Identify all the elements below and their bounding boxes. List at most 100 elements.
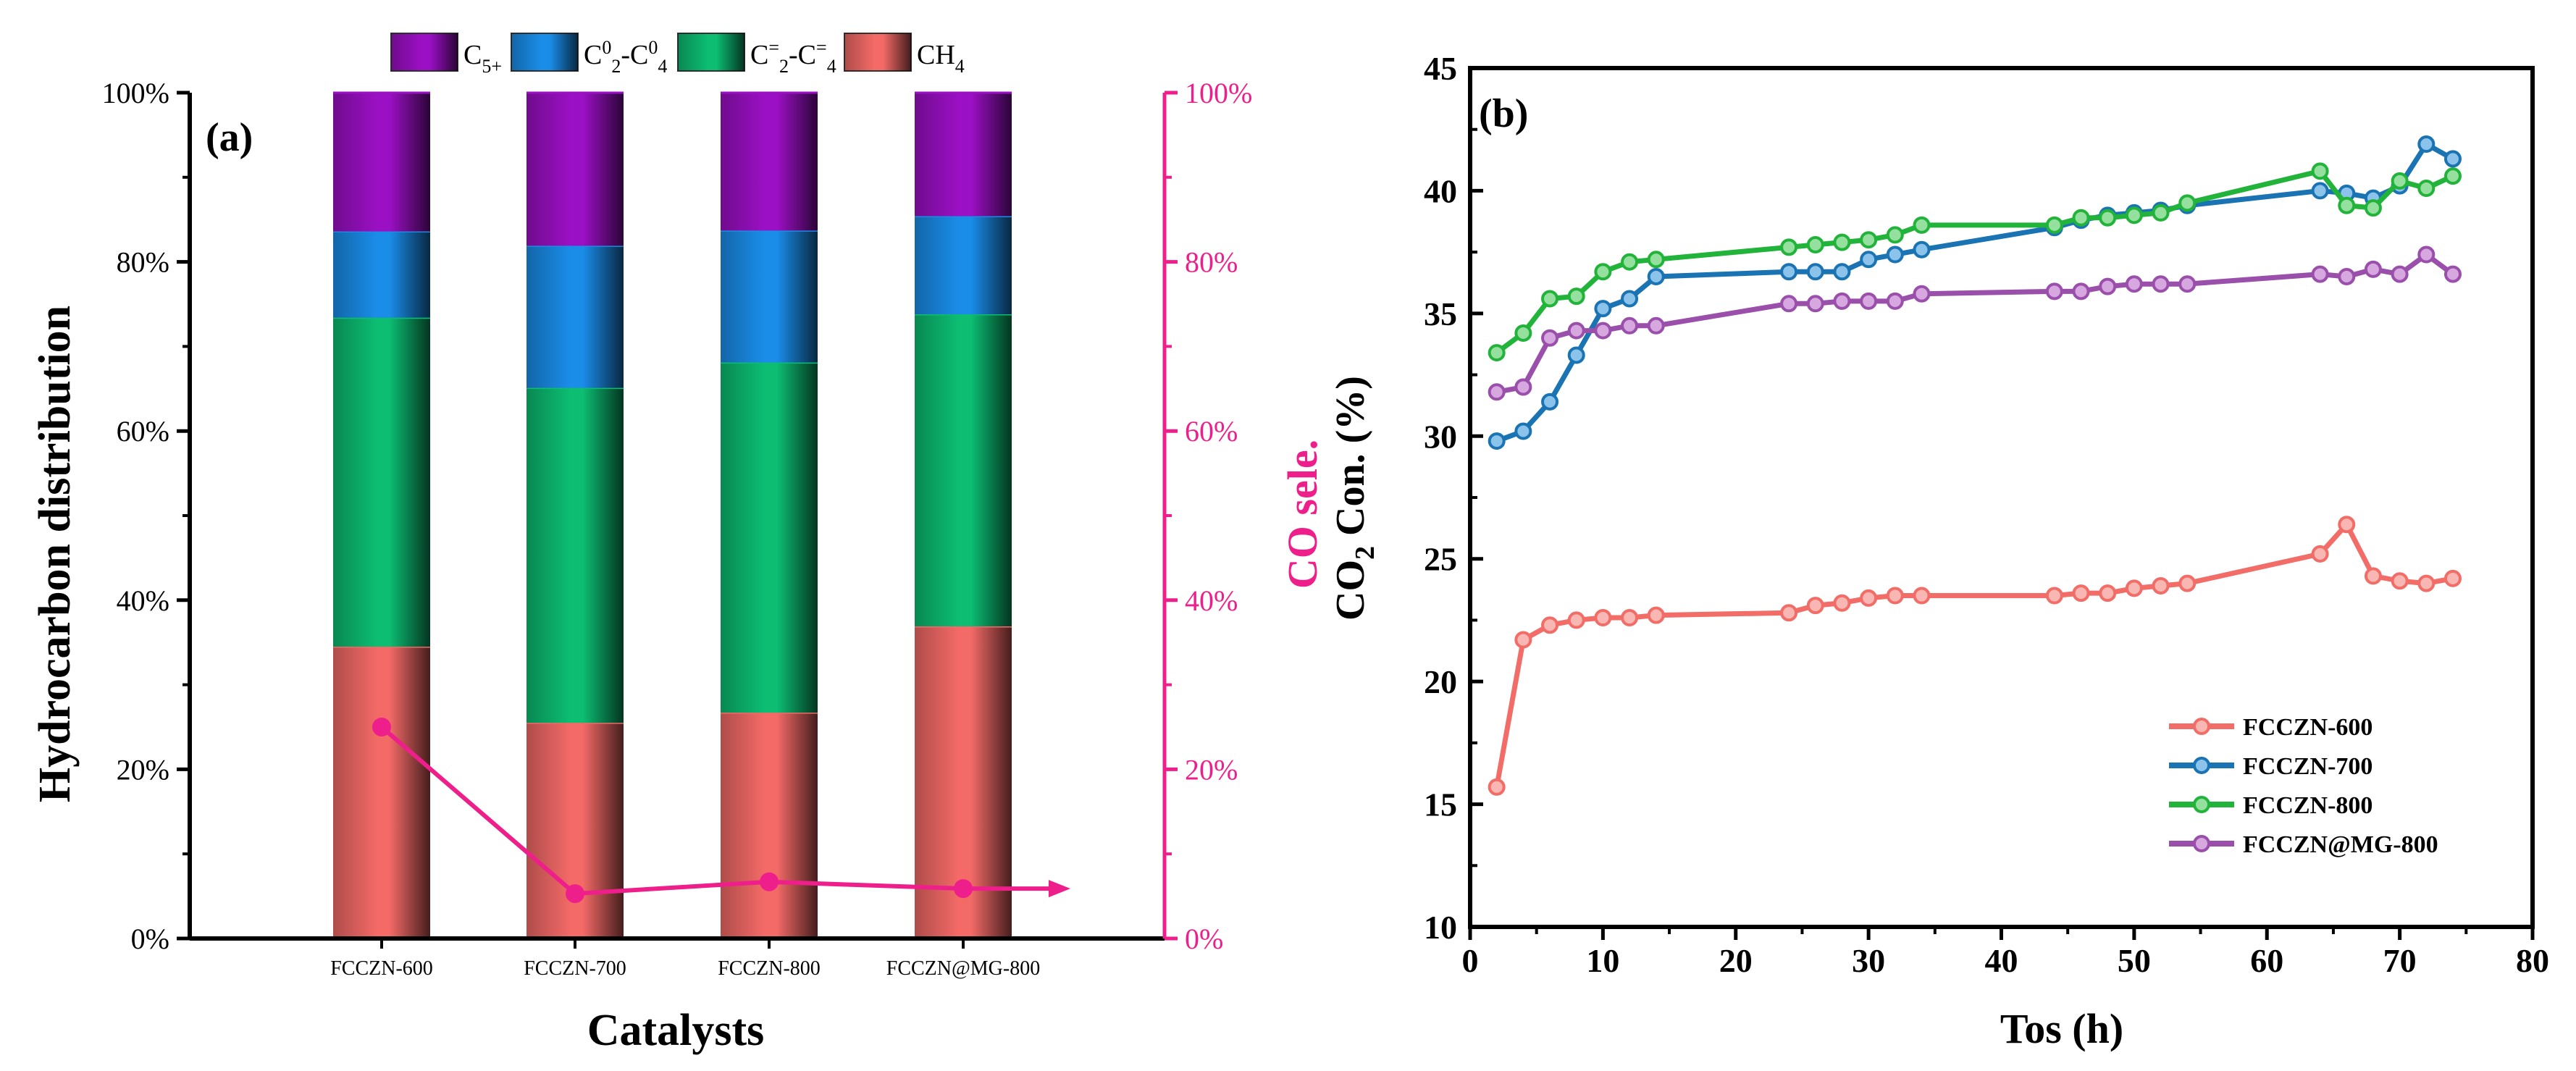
point-fcczn-mg-800 xyxy=(1541,329,1559,347)
legend-label-2-sub2: 4 xyxy=(827,56,836,77)
legend-label-3: CH4 xyxy=(917,40,965,77)
point-fcczn-600 xyxy=(2072,584,2090,602)
panel-b-label: (b) xyxy=(1479,91,1528,136)
panel-a-label: (a) xyxy=(206,115,253,160)
panel-a-x-axis-title: Catalysts xyxy=(587,1006,765,1055)
legend-swatch-shade-0 xyxy=(391,33,458,71)
point-fcczn-800 xyxy=(2417,180,2436,198)
bar-shade-fcczn-700-c20-c40 xyxy=(526,245,624,388)
bar-shade-fcczn-800-c5 xyxy=(721,93,818,231)
point-fcczn-600 xyxy=(2152,576,2170,595)
point-fcczn-600 xyxy=(1514,631,1532,649)
bar-shade-fcczn-600-c5 xyxy=(333,93,430,232)
point-fcczn-mg-800 xyxy=(1567,322,1585,340)
legend-item-fcczn-700: FCCZN-700 xyxy=(2169,753,2372,780)
point-fcczn-600 xyxy=(2391,572,2409,590)
bar-shade-fcczn-600-ch4 xyxy=(333,647,430,938)
point-fcczn-800 xyxy=(1913,216,1931,234)
b-y-tick-label: 45 xyxy=(1424,50,1457,87)
bar-shade-fcczn-800-c2-c4 xyxy=(721,362,818,713)
a-left-tick-label: 0% xyxy=(131,923,169,955)
point-fcczn-mg-800 xyxy=(1594,322,1612,340)
legend-label-1-sub: 2 xyxy=(611,56,621,77)
legend-label-fcczn-600: FCCZN-600 xyxy=(2243,714,2372,741)
panel-a-right-y-axis-title: CO sele. xyxy=(1279,440,1326,589)
legend-label-2-main2: -C xyxy=(789,40,816,70)
co-selectivity-point-fcczn-700 xyxy=(566,884,584,904)
point-fcczn-800 xyxy=(2072,209,2090,227)
legend-item-1: C02-C04 xyxy=(511,33,667,77)
point-fcczn-mg-800 xyxy=(1514,378,1532,396)
bar-shade-fcczn-800-ch4 xyxy=(721,713,818,938)
point-fcczn-mg-800 xyxy=(1647,316,1665,335)
point-fcczn-800 xyxy=(2391,172,2409,190)
point-fcczn-700 xyxy=(1514,422,1532,440)
bar-shade-fcczn-600-c2-c4 xyxy=(333,317,430,647)
point-fcczn-700 xyxy=(1806,263,1824,281)
panel-a-y-axis-title: Hydrocarbon distribution xyxy=(30,306,80,802)
panel-b-y-axis-title-sub: 2 xyxy=(1350,546,1380,560)
legend-item-3: CH4 xyxy=(844,33,965,77)
series-fcczn-600 xyxy=(1488,516,2462,796)
b-y-tick-label: 25 xyxy=(1424,541,1457,578)
series-fcczn-mg-800 xyxy=(1488,245,2462,401)
bar-shade-fcczn-mg-800-c5 xyxy=(915,93,1012,217)
point-fcczn-800 xyxy=(2125,206,2143,224)
point-fcczn-mg-800 xyxy=(1488,383,1506,401)
point-fcczn-700 xyxy=(1647,268,1665,286)
point-fcczn-600 xyxy=(2045,587,2063,605)
legend-label-fcczn-700: FCCZN-700 xyxy=(2243,753,2372,780)
point-fcczn-mg-800 xyxy=(2125,275,2143,293)
point-fcczn-600 xyxy=(1647,606,1665,624)
legend-swatch-shade-1 xyxy=(511,33,578,71)
b-x-tick-label: 50 xyxy=(2118,942,2151,979)
point-fcczn-800 xyxy=(1860,231,1878,249)
b-x-tick-label: 30 xyxy=(1852,942,1885,979)
a-left-tick-label: 100% xyxy=(102,77,169,109)
panel-b-y-axis-title-rest: Con. (%) xyxy=(1328,376,1373,546)
panel-b-y-axis-title-main: CO xyxy=(1328,560,1373,621)
point-fcczn-700 xyxy=(1594,300,1612,318)
legend-label-1-main: C xyxy=(584,40,602,70)
point-fcczn-800 xyxy=(1488,344,1506,362)
bar-shade-fcczn-mg-800-c20-c40 xyxy=(915,216,1012,315)
point-fcczn-600 xyxy=(1860,589,1878,607)
panel-a-stacked-bar-chart: 0% 20% 40% 60% 80% 100% 0% 20% 40% 60% 80% 100% FCCZ… xyxy=(30,33,1326,1055)
point-fcczn-mg-800 xyxy=(2072,282,2090,301)
point-fcczn-700 xyxy=(1567,346,1585,364)
panel-a-bars xyxy=(333,91,1012,938)
legend-label-2-sup2: = xyxy=(816,37,827,58)
b-x-tick-label: 10 xyxy=(1586,942,1619,979)
a-right-tick-label: 60% xyxy=(1185,415,1238,448)
point-fcczn-700 xyxy=(1621,290,1639,308)
point-fcczn-600 xyxy=(2364,567,2382,585)
point-fcczn-mg-800 xyxy=(2443,265,2462,283)
legend-label-1: C02-C04 xyxy=(584,37,667,77)
point-fcczn-600 xyxy=(1594,609,1612,627)
point-fcczn-600 xyxy=(1488,778,1506,796)
bar-shade-fcczn-600-c20-c40 xyxy=(333,231,430,318)
point-fcczn-mg-800 xyxy=(2152,275,2170,293)
a-left-tick-label: 20% xyxy=(117,753,169,786)
a-x-tick-label-fcczn-700: FCCZN-700 xyxy=(524,957,626,980)
legend-marker-fcczn-700 xyxy=(2193,757,2210,774)
point-fcczn-600 xyxy=(1833,594,1851,612)
point-fcczn-800 xyxy=(2338,196,2356,214)
point-fcczn-mg-800 xyxy=(1806,295,1824,313)
legend-label-1-sup2: 0 xyxy=(648,37,658,58)
panel-b-y-axis-title: CO2 Con. (%) xyxy=(1328,376,1380,621)
legend-item-fcczn-800: FCCZN-800 xyxy=(2169,792,2372,819)
co-selectivity-arrowhead xyxy=(1049,880,1070,898)
point-fcczn-mg-800 xyxy=(1621,316,1639,335)
a-right-tick-label: 100% xyxy=(1185,77,1252,109)
point-fcczn-700 xyxy=(1886,245,1904,264)
legend-label-1-sub2: 4 xyxy=(658,56,667,77)
point-fcczn-600 xyxy=(2125,579,2143,597)
a-x-tick-label-fcczn-800: FCCZN-800 xyxy=(718,957,821,980)
point-fcczn-600 xyxy=(2338,516,2356,534)
legend-item-0: C5+ xyxy=(390,33,502,77)
point-fcczn-mg-800 xyxy=(2417,245,2436,264)
legend-label-0: C5+ xyxy=(463,40,502,77)
legend-label-2: C=2-C=4 xyxy=(750,37,836,77)
legend-label-3-sub: 4 xyxy=(955,56,965,77)
